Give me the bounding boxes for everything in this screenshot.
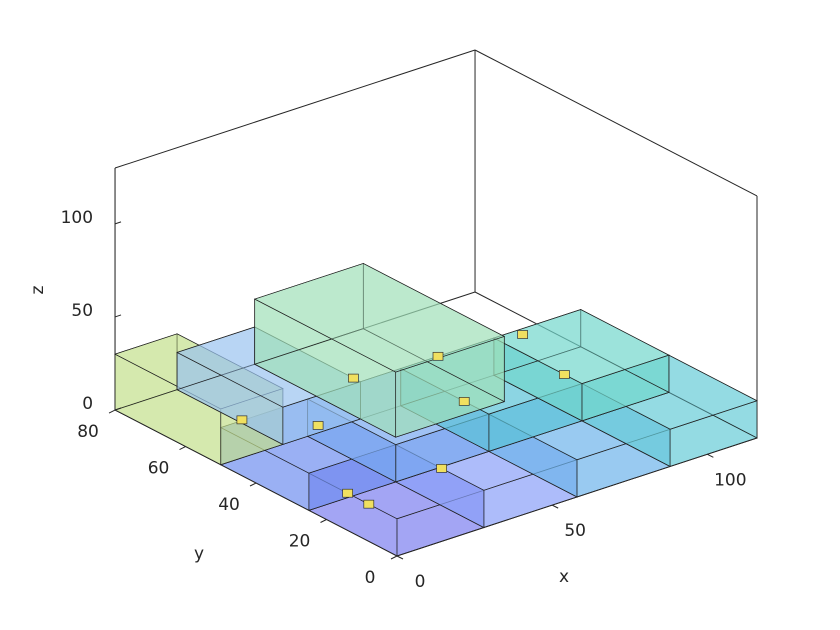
marker <box>342 488 354 498</box>
y-tick-label: 60 <box>148 459 170 479</box>
axes-edge <box>114 49 476 169</box>
x-tick <box>396 555 404 560</box>
z-tick <box>114 407 122 411</box>
x-tick <box>551 504 559 509</box>
z-tick-label: 50 <box>71 301 93 321</box>
x-axis-label: x <box>559 567 569 587</box>
box-face-top <box>114 333 284 410</box>
marker <box>517 330 528 339</box>
z-tick <box>114 314 122 318</box>
z-tick-label: 0 <box>82 394 93 414</box>
marker <box>432 351 444 361</box>
box-face-top <box>492 309 670 385</box>
z-axis-label: z <box>28 285 48 294</box>
x-tick-label: 0 <box>415 572 426 592</box>
y-tick-label: 40 <box>218 495 240 515</box>
y-tick <box>320 519 327 523</box>
marker <box>312 421 324 430</box>
x-tick-label: 100 <box>714 470 746 490</box>
marker <box>458 397 470 406</box>
axes-edge <box>396 437 758 557</box>
y-tick-label: 20 <box>289 532 311 552</box>
marker <box>559 370 570 379</box>
x-tick <box>707 453 714 458</box>
y-tick-label: 0 <box>365 568 376 588</box>
marker <box>236 415 248 425</box>
y-axis-label: y <box>194 544 204 564</box>
marker <box>363 499 375 509</box>
marker <box>348 373 359 383</box>
marker <box>436 464 447 473</box>
y-tick <box>249 482 257 487</box>
x-tick-label: 50 <box>564 521 586 541</box>
y-tick <box>390 555 398 560</box>
box-face-top <box>253 263 506 373</box>
z-tick <box>114 221 122 225</box>
y-tick-label: 80 <box>77 422 99 442</box>
z-tick-label: 100 <box>61 208 93 228</box>
y-tick <box>108 409 116 414</box>
axes-edge <box>474 49 758 197</box>
y-tick <box>179 446 186 450</box>
